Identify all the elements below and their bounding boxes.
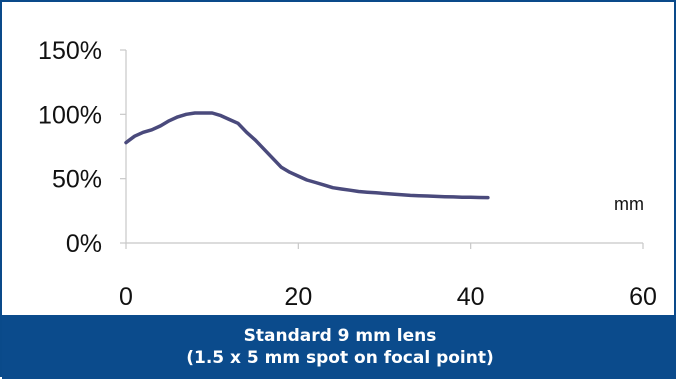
x-tick-label: 60: [629, 283, 657, 311]
x-tick-label: 20: [284, 283, 312, 311]
x-tick-label: 40: [457, 283, 485, 311]
x-axis-label: mm: [614, 194, 644, 214]
y-tick-label: 0%: [66, 230, 102, 258]
x-tick-label: 0: [119, 283, 133, 311]
caption-line-1: Standard 9 mm lens: [243, 326, 437, 346]
y-tick-label: 100%: [38, 101, 102, 129]
y-tick-label: 150%: [38, 37, 102, 65]
caption-line-2: (1.5 x 5 mm spot on focal point): [186, 348, 494, 368]
y-tick-label: 50%: [52, 166, 102, 194]
chart-caption: Standard 9 mm lens (1.5 x 5 mm spot on f…: [2, 315, 676, 379]
series-line: [124, 111, 490, 200]
